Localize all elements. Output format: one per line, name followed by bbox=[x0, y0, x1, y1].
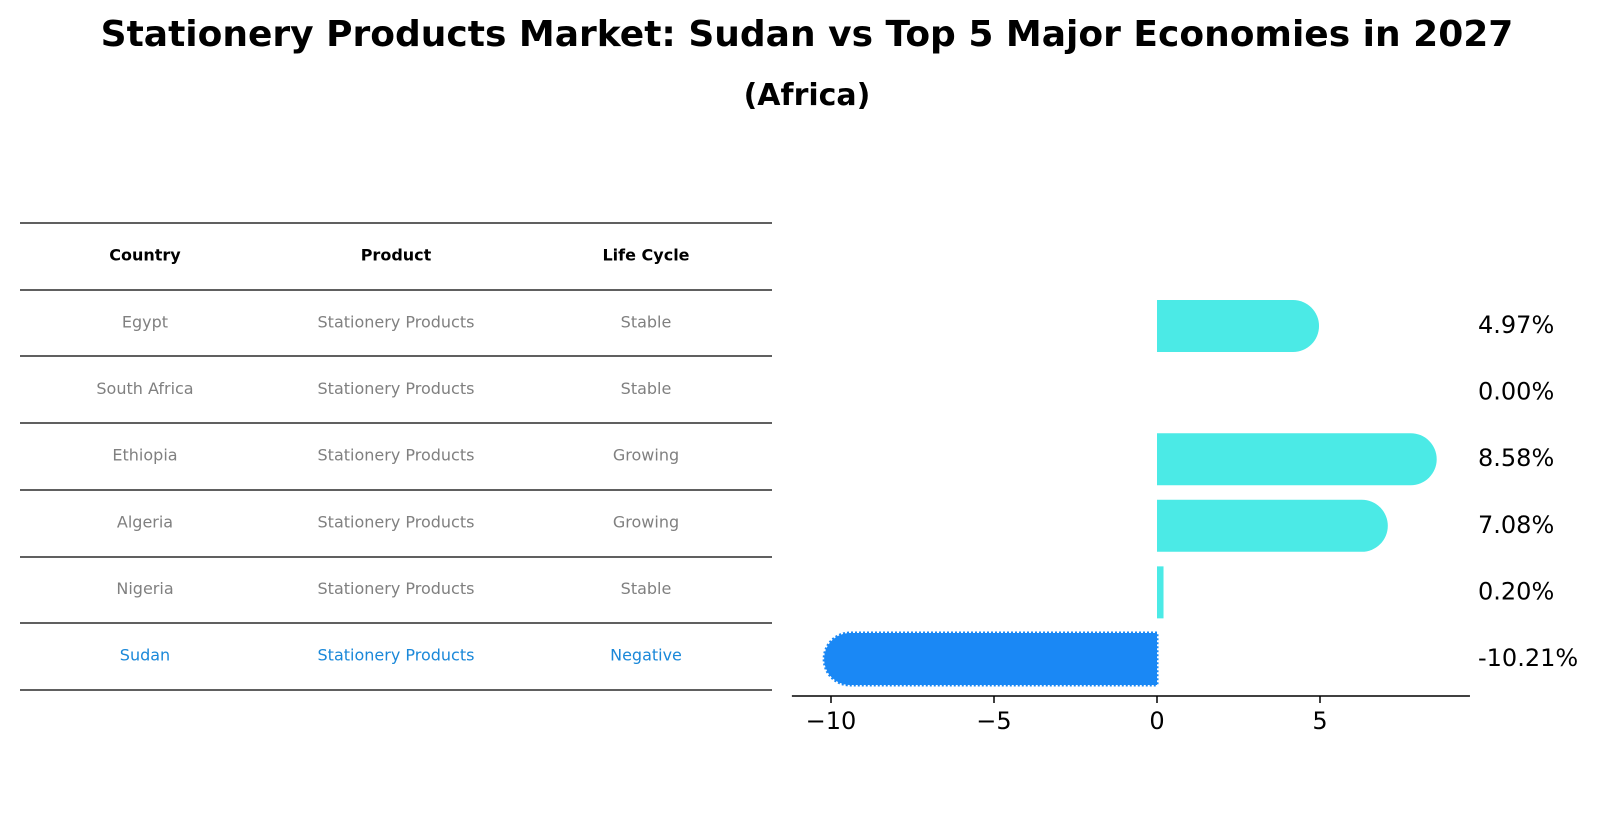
bar-shape bbox=[1157, 499, 1388, 552]
table-header-cell: Product bbox=[361, 246, 432, 265]
chart-title: Stationery Products Market: Sudan vs Top… bbox=[100, 14, 1514, 55]
x-tick-label: −5 bbox=[976, 707, 1011, 735]
table-cell: Stationery Products bbox=[318, 512, 475, 531]
bar-nigeria bbox=[1157, 566, 1164, 619]
value-label: 8.58% bbox=[1478, 444, 1554, 472]
value-label: -10.21% bbox=[1478, 644, 1578, 672]
table-cell: Stable bbox=[621, 579, 672, 598]
table-header-cell: Country bbox=[109, 246, 181, 265]
value-label: 7.08% bbox=[1478, 511, 1554, 539]
bar-shape bbox=[822, 631, 1159, 687]
value-label: 0.00% bbox=[1478, 378, 1554, 406]
bar-egypt bbox=[1157, 300, 1320, 352]
table-cell: Stationery Products bbox=[318, 313, 475, 332]
table-cell: Sudan bbox=[120, 646, 170, 665]
table-cell: Nigeria bbox=[116, 579, 173, 598]
bar-shape bbox=[1157, 433, 1437, 486]
x-tick-label: −10 bbox=[806, 707, 857, 735]
chart-subtitle: (Africa) bbox=[743, 78, 871, 113]
table-cell: Egypt bbox=[122, 313, 168, 332]
table-cell: Negative bbox=[610, 646, 682, 665]
bar-ethiopia bbox=[1157, 433, 1437, 486]
value-label: 0.20% bbox=[1478, 577, 1554, 605]
x-tick-label: 5 bbox=[1312, 707, 1327, 735]
table-cell: Stationery Products bbox=[318, 646, 475, 665]
table-cell: South Africa bbox=[96, 379, 193, 398]
table-cell: Stationery Products bbox=[318, 379, 475, 398]
bar-algeria bbox=[1157, 499, 1388, 552]
table-cell: Algeria bbox=[117, 512, 173, 531]
bar-shape bbox=[1157, 566, 1164, 619]
table-cell: Growing bbox=[613, 512, 679, 531]
value-label: 4.97% bbox=[1478, 311, 1554, 339]
table-cell: Stable bbox=[621, 313, 672, 332]
table-cell: Ethiopia bbox=[112, 446, 177, 465]
table-cell: Growing bbox=[613, 446, 679, 465]
table-cell: Stable bbox=[621, 379, 672, 398]
table-cell: Stationery Products bbox=[318, 579, 475, 598]
table-cell: Stationery Products bbox=[318, 446, 475, 465]
bar-sudan bbox=[822, 631, 1159, 687]
x-tick-label: 0 bbox=[1149, 707, 1164, 735]
table-header-cell: Life Cycle bbox=[602, 246, 689, 265]
bar-shape bbox=[1157, 300, 1320, 352]
